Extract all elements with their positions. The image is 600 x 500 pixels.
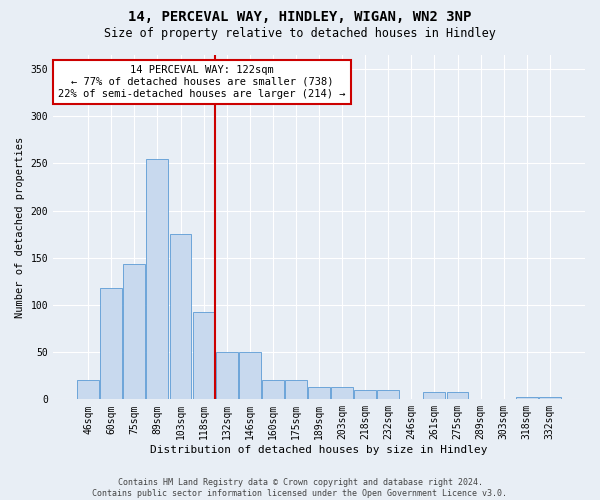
Bar — [100, 288, 122, 400]
Text: Contains HM Land Registry data © Crown copyright and database right 2024.
Contai: Contains HM Land Registry data © Crown c… — [92, 478, 508, 498]
Bar — [424, 392, 445, 400]
Bar — [377, 390, 399, 400]
Bar — [308, 387, 330, 400]
Bar — [146, 159, 169, 400]
Y-axis label: Number of detached properties: Number of detached properties — [15, 136, 25, 318]
Bar — [331, 387, 353, 400]
Bar — [216, 352, 238, 400]
Bar — [285, 380, 307, 400]
Text: 14 PERCEVAL WAY: 122sqm
← 77% of detached houses are smaller (738)
22% of semi-d: 14 PERCEVAL WAY: 122sqm ← 77% of detache… — [58, 66, 346, 98]
Bar — [262, 380, 284, 400]
Bar — [124, 264, 145, 400]
Bar — [446, 392, 469, 400]
Text: Size of property relative to detached houses in Hindley: Size of property relative to detached ho… — [104, 28, 496, 40]
Bar — [239, 352, 261, 400]
Bar — [539, 396, 561, 400]
Bar — [77, 380, 99, 400]
Text: 14, PERCEVAL WAY, HINDLEY, WIGAN, WN2 3NP: 14, PERCEVAL WAY, HINDLEY, WIGAN, WN2 3N… — [128, 10, 472, 24]
Bar — [170, 234, 191, 400]
Bar — [354, 390, 376, 400]
X-axis label: Distribution of detached houses by size in Hindley: Distribution of detached houses by size … — [150, 445, 488, 455]
Bar — [516, 396, 538, 400]
Bar — [193, 312, 215, 400]
